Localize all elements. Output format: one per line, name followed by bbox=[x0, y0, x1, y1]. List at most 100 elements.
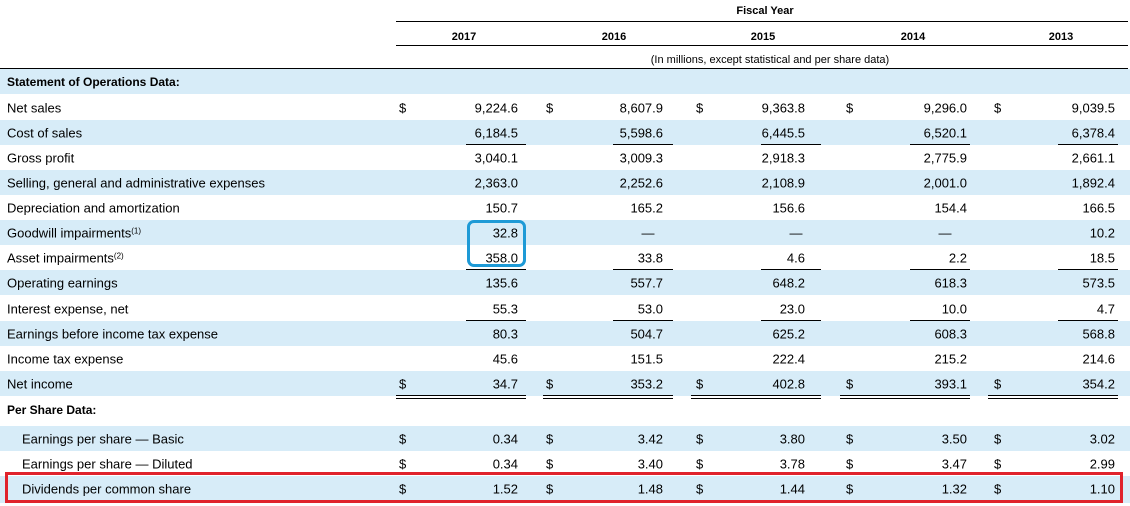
cell-value: 618.3 bbox=[934, 275, 967, 290]
cell-value: 625.2 bbox=[772, 326, 805, 341]
cell-value: 2,775.9 bbox=[923, 150, 967, 165]
cell-value: 573.5 bbox=[1082, 275, 1115, 290]
cell-value: 154.4 bbox=[934, 200, 967, 215]
currency-symbol: $ bbox=[696, 376, 704, 391]
year-header-rule bbox=[396, 45, 1128, 46]
cell-value: 1.10 bbox=[1089, 481, 1115, 496]
table-row: Earnings before income tax expense 80.3 50… bbox=[0, 321, 1130, 346]
cell-value: 80.3 bbox=[492, 326, 518, 341]
cell-value: 2,363.0 bbox=[474, 175, 518, 190]
total-double-underline bbox=[988, 395, 1118, 399]
currency-symbol: $ bbox=[399, 100, 407, 115]
cell-value: 3,040.1 bbox=[474, 150, 518, 165]
highlight-box-dividends bbox=[5, 472, 1123, 503]
table-row: Asset impairments(2) 358.0 33.8 4.6 2.2 18.5 bbox=[0, 245, 1130, 270]
cell-value: 9,039.5 bbox=[1071, 100, 1115, 115]
subtotal-underline bbox=[1058, 144, 1118, 145]
cell-value: 568.8 bbox=[1082, 326, 1115, 341]
subtotal-underline bbox=[466, 144, 526, 145]
row-label: Selling, general and administrative expe… bbox=[7, 175, 265, 190]
subtotal-underline bbox=[613, 320, 673, 321]
cell-value: 402.8 bbox=[772, 376, 805, 391]
row-shading bbox=[0, 321, 1130, 346]
row-label: Earnings per share — Basic bbox=[22, 431, 184, 446]
cell-value: 55.3 bbox=[492, 301, 518, 316]
table-row: Earnings per share — Basic $0.34 $3.42 $3.8… bbox=[0, 426, 1130, 451]
table-row: Goodwill impairments(1) 32.8 — — — 10.2 bbox=[0, 220, 1130, 245]
cell-value: 9,363.8 bbox=[761, 100, 805, 115]
cell-value: 2,252.6 bbox=[619, 175, 663, 190]
row-shading bbox=[0, 476, 1130, 503]
cell-value: 0.34 bbox=[492, 456, 518, 471]
cell-value: 3.80 bbox=[779, 431, 805, 446]
currency-symbol: $ bbox=[546, 376, 554, 391]
currency-symbol: $ bbox=[399, 376, 407, 391]
cell-value: 3.78 bbox=[779, 456, 805, 471]
cell-value: 10.0 bbox=[941, 301, 967, 316]
cell-value: 9,224.6 bbox=[474, 100, 518, 115]
row-label: Dividends per common share bbox=[22, 481, 192, 496]
cell-value: 6,184.5 bbox=[474, 125, 518, 140]
cell-value: 354.2 bbox=[1082, 376, 1115, 391]
currency-symbol: $ bbox=[546, 481, 554, 496]
subtotal-underline bbox=[761, 320, 821, 321]
cell-value: 1.48 bbox=[637, 481, 663, 496]
cell-value: 6,520.1 bbox=[923, 125, 967, 140]
row-shading bbox=[0, 426, 1130, 451]
subtotal-underline bbox=[910, 269, 970, 270]
fiscal-year-label: Fiscal Year bbox=[736, 5, 794, 17]
cell-value: 2,001.0 bbox=[923, 175, 967, 190]
cell-value: 2,108.9 bbox=[761, 175, 805, 190]
cell-value: 150.7 bbox=[485, 200, 518, 215]
subtotal-underline bbox=[1058, 269, 1118, 270]
cell-value: 1.44 bbox=[779, 481, 805, 496]
cell-value: 1.52 bbox=[492, 481, 518, 496]
cell-value: 156.6 bbox=[772, 200, 805, 215]
currency-symbol: $ bbox=[846, 431, 854, 446]
cell-value: 151.5 bbox=[630, 351, 663, 366]
cell-value: 10.2 bbox=[1089, 225, 1115, 240]
subtotal-underline bbox=[613, 269, 673, 270]
table-row: Depreciation and amortization 150.7 165.2 1… bbox=[0, 195, 1130, 220]
total-double-underline bbox=[691, 395, 821, 399]
section-label: Per Share Data: bbox=[7, 402, 97, 417]
cell-value: 2.99 bbox=[1089, 456, 1115, 471]
cell-value: 358.0 bbox=[485, 250, 518, 265]
subtotal-underline bbox=[466, 269, 526, 270]
table-row: Selling, general and administrative expe… bbox=[0, 170, 1130, 195]
year-header-2014: 2014 bbox=[900, 31, 926, 43]
cell-value: — bbox=[789, 225, 803, 240]
currency-symbol: $ bbox=[846, 376, 854, 391]
cell-value: 4.6 bbox=[786, 250, 805, 265]
row-shading bbox=[0, 270, 1130, 295]
cell-value: 214.6 bbox=[1082, 351, 1115, 366]
row-label: Net income bbox=[7, 376, 73, 391]
row-shading bbox=[0, 69, 1130, 94]
subtotal-underline bbox=[761, 269, 821, 270]
cell-value: 222.4 bbox=[772, 351, 805, 366]
section-label: Statement of Operations Data: bbox=[7, 74, 180, 89]
currency-symbol: $ bbox=[846, 481, 854, 496]
cell-value: 33.8 bbox=[637, 250, 663, 265]
cell-value: 1,892.4 bbox=[1071, 175, 1115, 190]
cell-value: 393.1 bbox=[934, 376, 967, 391]
cell-value: 3,009.3 bbox=[619, 150, 663, 165]
currency-symbol: $ bbox=[696, 456, 704, 471]
row-label: Income tax expense bbox=[7, 351, 124, 366]
table-row: Net income $34.7 $353.2 $402.8 $393.1 $354.2 bbox=[0, 371, 1130, 396]
cell-value: 135.6 bbox=[485, 275, 518, 290]
cell-value: 3.40 bbox=[637, 456, 663, 471]
cell-value: 2,661.1 bbox=[1071, 150, 1115, 165]
currency-symbol: $ bbox=[399, 431, 407, 446]
currency-symbol: $ bbox=[846, 100, 854, 115]
table-row: Dividends per common share $1.52 $1.48 $1.4… bbox=[0, 476, 1130, 501]
cell-value: 504.7 bbox=[630, 326, 663, 341]
cell-value: 648.2 bbox=[772, 275, 805, 290]
cell-value: 18.5 bbox=[1089, 250, 1115, 265]
cell-value: 6,445.5 bbox=[761, 125, 805, 140]
cell-value: 23.0 bbox=[779, 301, 805, 316]
currency-symbol: $ bbox=[546, 431, 554, 446]
row-label: Net sales bbox=[7, 100, 62, 115]
table-row: Income tax expense 45.6 151.5 222.4 215.2 214… bbox=[0, 346, 1130, 371]
cell-value: 3.50 bbox=[941, 431, 967, 446]
